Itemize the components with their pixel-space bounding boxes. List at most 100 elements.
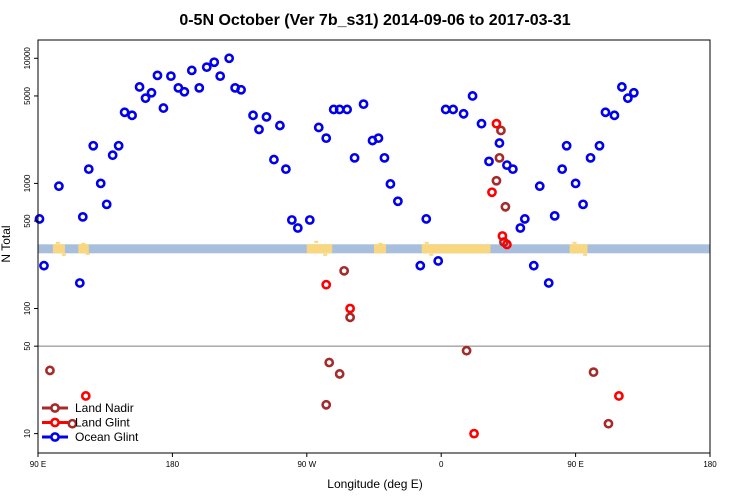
y-axis: 10 50 100 500 1000 5000 10000 [23,47,38,438]
y-tick-label: 100 [23,301,32,315]
data-point [269,154,279,165]
data-point [158,103,169,113]
x-tick-label: 0 [439,460,444,469]
land-band-segment [78,244,89,254]
data-point [113,140,124,151]
data-point [502,239,512,250]
data-point [379,152,390,163]
land-speck [572,241,577,244]
data-point [494,152,505,163]
data-point [236,84,246,95]
data-point [549,210,560,221]
data-point [186,65,197,76]
data-point [491,175,502,186]
data-point [543,278,554,288]
data-point [166,71,176,82]
data-point [194,82,205,93]
legend-label: Land Glint [75,416,130,430]
data-point [77,211,88,222]
legend-swatch-marker [50,432,60,442]
series-land-nadir [45,125,614,429]
data-point [603,418,614,429]
data-point [461,345,472,356]
data-point [313,122,324,133]
data-point [67,418,78,429]
data-point [280,164,291,175]
data-point [467,91,478,101]
data-point [487,187,497,198]
data-point [275,120,285,131]
y-tick-label: 10000 [23,47,32,70]
data-point [616,82,627,92]
data-point [570,178,581,189]
land-speck [323,253,328,256]
data-point [491,118,502,129]
data-point [179,86,190,97]
data-point [515,223,526,233]
x-tick-label: 90 E [30,460,46,469]
data-point [421,214,432,224]
data-point [588,367,599,378]
data-point [392,196,403,207]
land-band-segment [374,244,386,254]
chart-title: 0-5N October (Ver 7b_s31) 2014-09-06 to … [179,12,570,29]
legend-label: Land Nadir [75,401,134,415]
data-point [476,118,487,129]
legend-swatch-marker [50,417,60,428]
data-point [254,124,264,135]
data-point [415,260,426,271]
legend-label: Ocean Glint [75,430,139,444]
data-point [248,110,258,121]
data-point [119,107,130,118]
data-point [578,199,588,210]
y-tick-label: 10 [23,429,32,438]
x-tick-label: 90 E [567,460,583,469]
data-point [321,279,332,290]
legend-item: Land Nadir [42,401,134,415]
data-point [215,71,226,82]
data-point [74,278,85,288]
data-point [458,108,469,119]
data-point [134,82,145,92]
y-tick-label: 5000 [23,86,32,104]
data-point [345,312,356,323]
data-points-layer [34,53,639,439]
data-point [286,215,297,225]
data-point [507,164,518,175]
land-band-segment [421,244,491,254]
y-tick-label: 50 [23,341,32,350]
series-land-glint [80,118,624,439]
data-point [345,303,356,314]
data-point [433,256,444,266]
data-point [358,99,369,110]
data-point [304,215,315,225]
data-point [534,181,545,192]
data-point [594,140,605,151]
data-point [622,93,633,104]
data-point [224,53,235,64]
data-point [373,133,384,144]
data-point [519,214,530,224]
data-point [101,199,112,210]
y-tick-label: 500 [23,214,32,228]
land-speck [429,253,434,256]
land-speck [314,240,319,243]
data-point [557,164,568,175]
series-ocean-glint [34,53,639,288]
data-point [385,179,396,189]
data-point [469,428,479,439]
data-point [628,87,639,98]
data-point [585,152,596,163]
data-point [321,133,332,144]
data-point [496,125,506,136]
x-tick-label: 180 [703,460,717,469]
data-point [497,231,508,241]
legend-item: Ocean Glint [42,430,139,444]
data-point [500,201,511,212]
plot-frame [37,39,711,454]
land-speck [81,242,86,245]
land-speck [424,241,429,244]
data-point [324,357,335,368]
